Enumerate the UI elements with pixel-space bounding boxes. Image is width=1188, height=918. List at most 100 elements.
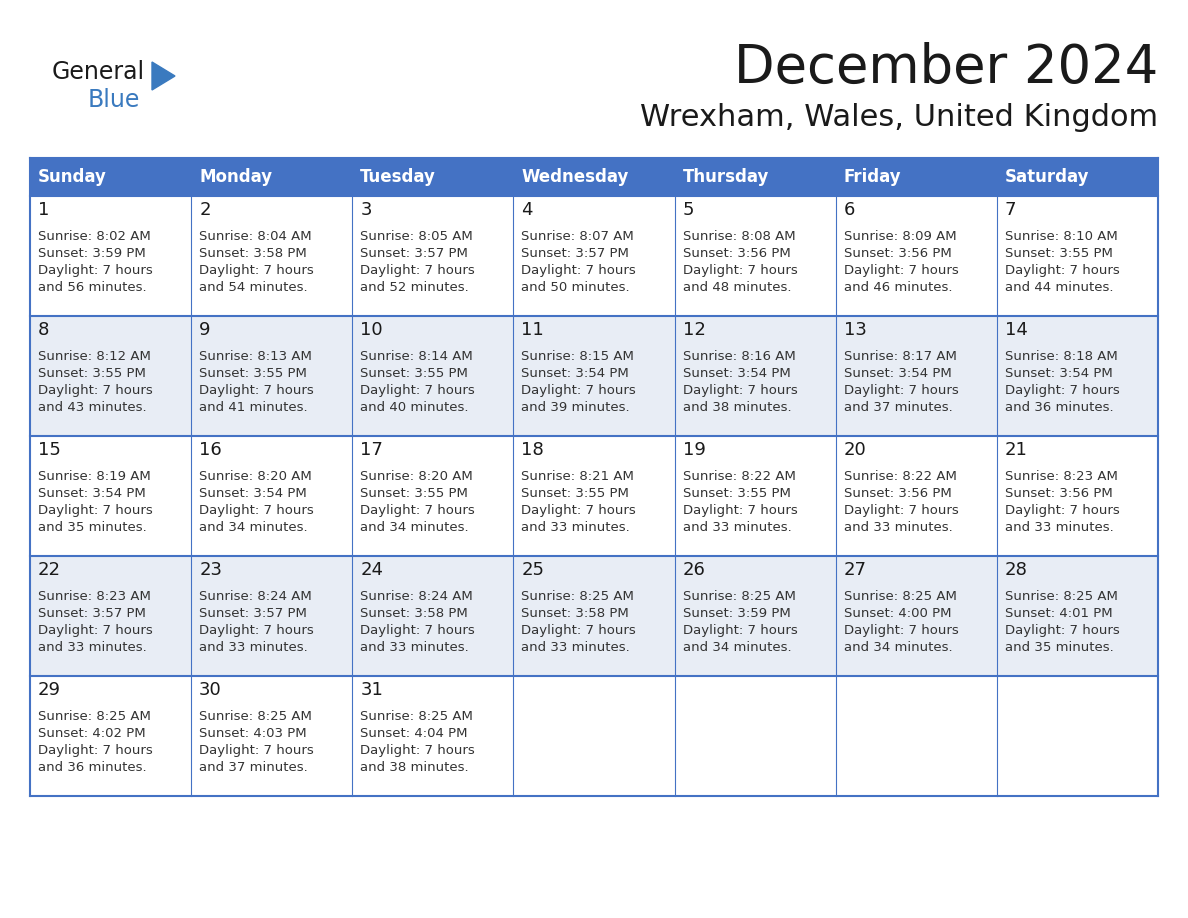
Text: Sunset: 3:55 PM: Sunset: 3:55 PM bbox=[1005, 247, 1113, 260]
Bar bbox=[513, 158, 675, 196]
Text: Daylight: 7 hours: Daylight: 7 hours bbox=[843, 504, 959, 517]
Text: Daylight: 7 hours: Daylight: 7 hours bbox=[38, 624, 153, 637]
Bar bbox=[835, 316, 997, 436]
Text: 11: 11 bbox=[522, 321, 544, 339]
Bar bbox=[675, 196, 835, 316]
Text: Daylight: 7 hours: Daylight: 7 hours bbox=[360, 744, 475, 757]
Text: Sunset: 4:00 PM: Sunset: 4:00 PM bbox=[843, 607, 952, 620]
Text: Sunset: 3:59 PM: Sunset: 3:59 PM bbox=[38, 247, 146, 260]
Bar bbox=[997, 196, 1158, 316]
Text: Sunrise: 8:25 AM: Sunrise: 8:25 AM bbox=[38, 710, 151, 723]
Bar bbox=[835, 556, 997, 676]
Text: and 34 minutes.: and 34 minutes. bbox=[683, 641, 791, 654]
Text: Sunrise: 8:23 AM: Sunrise: 8:23 AM bbox=[38, 590, 151, 603]
Text: 27: 27 bbox=[843, 561, 867, 579]
Text: Daylight: 7 hours: Daylight: 7 hours bbox=[38, 744, 153, 757]
Text: 8: 8 bbox=[38, 321, 50, 339]
Text: 14: 14 bbox=[1005, 321, 1028, 339]
Text: Daylight: 7 hours: Daylight: 7 hours bbox=[200, 264, 314, 277]
Text: Sunset: 3:55 PM: Sunset: 3:55 PM bbox=[360, 487, 468, 500]
Text: Sunrise: 8:07 AM: Sunrise: 8:07 AM bbox=[522, 230, 634, 243]
Text: Daylight: 7 hours: Daylight: 7 hours bbox=[843, 384, 959, 397]
Bar bbox=[997, 556, 1158, 676]
Text: Sunset: 3:57 PM: Sunset: 3:57 PM bbox=[522, 247, 630, 260]
Text: Daylight: 7 hours: Daylight: 7 hours bbox=[200, 744, 314, 757]
Text: Sunset: 3:58 PM: Sunset: 3:58 PM bbox=[360, 607, 468, 620]
Text: Sunrise: 8:23 AM: Sunrise: 8:23 AM bbox=[1005, 470, 1118, 483]
Text: Daylight: 7 hours: Daylight: 7 hours bbox=[38, 264, 153, 277]
Text: Sunset: 3:55 PM: Sunset: 3:55 PM bbox=[360, 367, 468, 380]
Text: 3: 3 bbox=[360, 201, 372, 219]
Text: Sunset: 3:54 PM: Sunset: 3:54 PM bbox=[1005, 367, 1113, 380]
Text: Daylight: 7 hours: Daylight: 7 hours bbox=[200, 384, 314, 397]
Bar bbox=[191, 196, 353, 316]
Text: Saturday: Saturday bbox=[1005, 168, 1089, 186]
Text: Sunset: 3:55 PM: Sunset: 3:55 PM bbox=[522, 487, 630, 500]
Text: Sunset: 3:56 PM: Sunset: 3:56 PM bbox=[843, 487, 952, 500]
Text: and 52 minutes.: and 52 minutes. bbox=[360, 281, 469, 294]
Text: and 54 minutes.: and 54 minutes. bbox=[200, 281, 308, 294]
Text: Daylight: 7 hours: Daylight: 7 hours bbox=[522, 264, 637, 277]
Bar bbox=[353, 676, 513, 796]
Bar bbox=[191, 158, 353, 196]
Text: 17: 17 bbox=[360, 441, 384, 459]
Text: Sunset: 3:54 PM: Sunset: 3:54 PM bbox=[200, 487, 307, 500]
Text: Daylight: 7 hours: Daylight: 7 hours bbox=[843, 624, 959, 637]
Text: Sunrise: 8:13 AM: Sunrise: 8:13 AM bbox=[200, 350, 312, 363]
Text: Sunrise: 8:19 AM: Sunrise: 8:19 AM bbox=[38, 470, 151, 483]
Bar bbox=[30, 556, 191, 676]
Text: Sunset: 3:55 PM: Sunset: 3:55 PM bbox=[38, 367, 146, 380]
Text: Daylight: 7 hours: Daylight: 7 hours bbox=[522, 624, 637, 637]
Text: and 50 minutes.: and 50 minutes. bbox=[522, 281, 630, 294]
Bar bbox=[997, 436, 1158, 556]
Text: Sunday: Sunday bbox=[38, 168, 107, 186]
Text: Sunrise: 8:25 AM: Sunrise: 8:25 AM bbox=[683, 590, 796, 603]
Text: 7: 7 bbox=[1005, 201, 1017, 219]
Text: Monday: Monday bbox=[200, 168, 272, 186]
Text: and 37 minutes.: and 37 minutes. bbox=[200, 761, 308, 774]
Text: Sunset: 4:04 PM: Sunset: 4:04 PM bbox=[360, 727, 468, 740]
Text: Daylight: 7 hours: Daylight: 7 hours bbox=[683, 504, 797, 517]
Bar bbox=[675, 316, 835, 436]
Text: and 33 minutes.: and 33 minutes. bbox=[683, 521, 791, 534]
Text: Sunrise: 8:17 AM: Sunrise: 8:17 AM bbox=[843, 350, 956, 363]
Text: and 39 minutes.: and 39 minutes. bbox=[522, 401, 630, 414]
Bar bbox=[513, 556, 675, 676]
Text: Daylight: 7 hours: Daylight: 7 hours bbox=[38, 504, 153, 517]
Bar bbox=[675, 158, 835, 196]
Bar bbox=[835, 436, 997, 556]
Bar bbox=[191, 676, 353, 796]
Text: Sunset: 3:58 PM: Sunset: 3:58 PM bbox=[200, 247, 307, 260]
Text: Tuesday: Tuesday bbox=[360, 168, 436, 186]
Text: Sunset: 3:54 PM: Sunset: 3:54 PM bbox=[522, 367, 630, 380]
Text: Sunset: 3:56 PM: Sunset: 3:56 PM bbox=[1005, 487, 1113, 500]
Text: Sunset: 3:55 PM: Sunset: 3:55 PM bbox=[683, 487, 790, 500]
Bar bbox=[835, 196, 997, 316]
Text: Sunrise: 8:05 AM: Sunrise: 8:05 AM bbox=[360, 230, 473, 243]
Text: and 33 minutes.: and 33 minutes. bbox=[38, 641, 147, 654]
Bar bbox=[513, 676, 675, 796]
Text: 26: 26 bbox=[683, 561, 706, 579]
Bar bbox=[513, 196, 675, 316]
Bar bbox=[30, 676, 191, 796]
Text: Sunset: 3:56 PM: Sunset: 3:56 PM bbox=[843, 247, 952, 260]
Text: 22: 22 bbox=[38, 561, 61, 579]
Bar bbox=[191, 436, 353, 556]
Text: and 44 minutes.: and 44 minutes. bbox=[1005, 281, 1113, 294]
Text: Daylight: 7 hours: Daylight: 7 hours bbox=[1005, 264, 1119, 277]
Text: and 34 minutes.: and 34 minutes. bbox=[360, 521, 469, 534]
Bar bbox=[997, 316, 1158, 436]
Text: Sunrise: 8:25 AM: Sunrise: 8:25 AM bbox=[200, 710, 312, 723]
Text: and 33 minutes.: and 33 minutes. bbox=[1005, 521, 1113, 534]
Text: Daylight: 7 hours: Daylight: 7 hours bbox=[1005, 504, 1119, 517]
Text: 5: 5 bbox=[683, 201, 694, 219]
Text: Sunset: 3:59 PM: Sunset: 3:59 PM bbox=[683, 607, 790, 620]
Text: 12: 12 bbox=[683, 321, 706, 339]
Text: Sunrise: 8:12 AM: Sunrise: 8:12 AM bbox=[38, 350, 151, 363]
Text: Sunrise: 8:08 AM: Sunrise: 8:08 AM bbox=[683, 230, 795, 243]
Text: and 34 minutes.: and 34 minutes. bbox=[843, 641, 953, 654]
Text: Daylight: 7 hours: Daylight: 7 hours bbox=[683, 264, 797, 277]
Text: 20: 20 bbox=[843, 441, 866, 459]
Text: Daylight: 7 hours: Daylight: 7 hours bbox=[1005, 624, 1119, 637]
Text: Sunrise: 8:25 AM: Sunrise: 8:25 AM bbox=[1005, 590, 1118, 603]
